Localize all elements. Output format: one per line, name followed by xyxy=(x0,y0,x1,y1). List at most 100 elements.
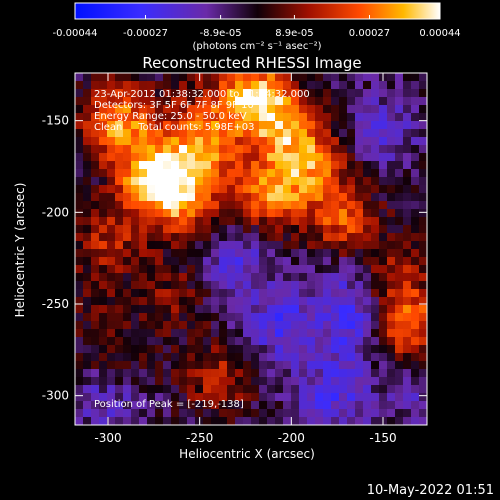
heatmap-cell xyxy=(203,161,212,170)
heatmap-cell xyxy=(91,193,100,202)
heatmap-cell xyxy=(123,97,132,106)
heatmap-cell xyxy=(331,193,340,202)
heatmap-cell xyxy=(395,401,404,410)
heatmap-cell xyxy=(91,169,100,178)
heatmap-cell xyxy=(171,321,180,330)
heatmap-cell xyxy=(75,89,84,98)
heatmap-cell xyxy=(339,161,348,170)
heatmap-cell xyxy=(291,297,300,306)
heatmap-cell xyxy=(195,401,204,410)
annotation-detectors: Detectors: 3F 5F 6F 7F 8F 9F 10 xyxy=(94,100,254,111)
heatmap-cell xyxy=(307,153,316,162)
heatmap-cell xyxy=(339,289,348,298)
heatmap-cell xyxy=(91,377,100,386)
heatmap-cell xyxy=(83,289,92,298)
heatmap-cell xyxy=(155,217,164,226)
heatmap-cell xyxy=(307,249,316,258)
heatmap-cell xyxy=(347,161,356,170)
heatmap-cell xyxy=(307,417,316,426)
heatmap-cell xyxy=(235,225,244,234)
heatmap-cell xyxy=(419,305,428,314)
heatmap-cell xyxy=(123,169,132,178)
heatmap-cell xyxy=(171,273,180,282)
heatmap-cell xyxy=(387,153,396,162)
heatmap-cell xyxy=(243,241,252,250)
heatmap-cell xyxy=(331,249,340,258)
heatmap-cell xyxy=(315,313,324,322)
heatmap-cell xyxy=(91,305,100,314)
heatmap-cell xyxy=(379,249,388,258)
heatmap-cell xyxy=(195,313,204,322)
heatmap-cell xyxy=(219,385,228,394)
heatmap-cell xyxy=(99,417,108,426)
heatmap-cell xyxy=(123,233,132,242)
heatmap-cell xyxy=(331,329,340,338)
heatmap-cell xyxy=(243,81,252,90)
heatmap-cell xyxy=(235,409,244,418)
heatmap-cell xyxy=(83,193,92,202)
heatmap-cell xyxy=(291,361,300,370)
colorbar-ticks: -0.00044 -0.00027 -8.9e-05 8.9e-05 0.00027 0.… xyxy=(53,15,461,39)
heatmap-cell xyxy=(387,121,396,130)
heatmap-cell xyxy=(291,137,300,146)
heatmap-cell xyxy=(115,217,124,226)
heatmap-cell xyxy=(91,289,100,298)
heatmap-cell xyxy=(395,393,404,402)
heatmap-cell xyxy=(211,153,220,162)
heatmap-cell xyxy=(315,97,324,106)
heatmap-cell xyxy=(251,329,260,338)
heatmap-cell xyxy=(379,137,388,146)
heatmap-cell xyxy=(315,297,324,306)
x-axis-label: Heliocentric X (arcsec) xyxy=(179,447,315,461)
heatmap-cell xyxy=(195,265,204,274)
heatmap-cell xyxy=(171,105,180,114)
heatmap-cell xyxy=(107,265,116,274)
heatmap-cell xyxy=(395,305,404,314)
heatmap-cell xyxy=(275,297,284,306)
heatmap-cell xyxy=(419,145,428,154)
heatmap-cell xyxy=(355,361,364,370)
heatmap-cell xyxy=(291,417,300,426)
heatmap-cell xyxy=(83,113,92,122)
heatmap-cell xyxy=(243,265,252,274)
heatmap-cell xyxy=(299,321,308,330)
heatmap-cell xyxy=(403,97,412,106)
heatmap-cell xyxy=(155,209,164,218)
heatmap-cell xyxy=(147,369,156,378)
heatmap-cell xyxy=(363,193,372,202)
heatmap-cell xyxy=(107,73,116,82)
heatmap-cell xyxy=(75,241,84,250)
heatmap-cell xyxy=(419,217,428,226)
heatmap-cell xyxy=(419,377,428,386)
heatmap-cell xyxy=(211,297,220,306)
heatmap-cell xyxy=(83,105,92,114)
heatmap-cell xyxy=(227,105,236,114)
heatmap-cell xyxy=(75,153,84,162)
heatmap-cell xyxy=(139,417,148,426)
heatmap-cell xyxy=(107,329,116,338)
heatmap-cell xyxy=(131,401,140,410)
heatmap-cell xyxy=(147,289,156,298)
heatmap-cell xyxy=(91,329,100,338)
heatmap-cell xyxy=(323,369,332,378)
heatmap-cell xyxy=(243,161,252,170)
heatmap-cell xyxy=(299,177,308,186)
heatmap-cell xyxy=(179,273,188,282)
heatmap-cell xyxy=(139,137,148,146)
heatmap-cell xyxy=(251,337,260,346)
heatmap-cell xyxy=(283,409,292,418)
heatmap-cell xyxy=(115,73,124,82)
heatmap-cell xyxy=(219,241,228,250)
heatmap-cell xyxy=(131,177,140,186)
heatmap-cell xyxy=(299,209,308,218)
heatmap-cell xyxy=(171,225,180,234)
heatmap-plot: -300 -250 -200 -150-300-250-200-150 xyxy=(42,72,428,445)
heatmap-cell xyxy=(139,249,148,258)
heatmap-cell xyxy=(395,409,404,418)
heatmap-cell xyxy=(307,401,316,410)
heatmap-cell xyxy=(123,329,132,338)
heatmap-cell xyxy=(251,193,260,202)
heatmap-cell xyxy=(83,417,92,426)
heatmap-cell xyxy=(211,145,220,154)
